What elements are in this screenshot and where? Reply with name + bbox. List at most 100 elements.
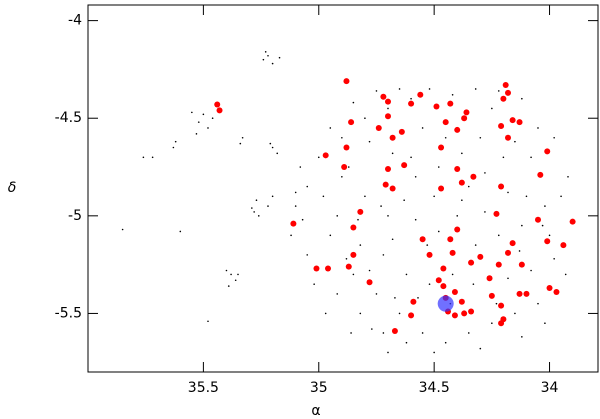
point	[468, 259, 475, 266]
point	[497, 90, 500, 92]
point	[516, 119, 523, 126]
point	[301, 218, 304, 221]
point	[410, 156, 412, 159]
point	[387, 107, 389, 110]
point	[442, 119, 449, 126]
point	[438, 144, 445, 151]
point	[262, 58, 265, 61]
point	[440, 265, 447, 272]
point	[385, 98, 391, 105]
point	[345, 257, 348, 260]
point	[348, 119, 355, 126]
point	[474, 88, 477, 90]
point	[391, 328, 398, 335]
point	[382, 254, 385, 256]
point	[380, 93, 387, 100]
point	[151, 156, 154, 159]
point	[569, 218, 576, 225]
point	[227, 285, 230, 287]
point	[498, 320, 505, 327]
point	[444, 136, 447, 139]
point	[451, 288, 458, 295]
point	[428, 283, 431, 285]
point	[537, 171, 544, 178]
point	[451, 93, 454, 96]
point	[553, 288, 560, 295]
point	[306, 254, 309, 256]
point	[486, 275, 493, 282]
point	[461, 310, 468, 317]
point	[488, 292, 495, 299]
point	[347, 166, 350, 168]
point	[426, 244, 429, 246]
point	[467, 185, 470, 188]
x-tick-label: 34.5	[419, 380, 450, 396]
point	[357, 218, 359, 221]
point	[461, 199, 463, 202]
point	[294, 205, 297, 207]
point	[322, 152, 329, 159]
point	[525, 195, 528, 198]
x-tick-label: 35	[310, 380, 328, 396]
point	[505, 249, 511, 256]
point	[121, 228, 124, 231]
point	[207, 127, 209, 129]
point	[174, 140, 177, 143]
point	[306, 185, 309, 188]
point	[433, 351, 435, 354]
point	[345, 263, 352, 270]
point	[350, 224, 357, 231]
point	[336, 215, 339, 217]
point	[514, 140, 516, 143]
point	[502, 82, 509, 89]
point	[456, 215, 459, 217]
point	[498, 123, 505, 130]
point	[343, 78, 350, 85]
point	[419, 236, 426, 243]
point	[410, 97, 412, 100]
point	[359, 244, 362, 246]
point	[546, 285, 553, 292]
point	[267, 54, 269, 57]
point	[451, 312, 458, 319]
point	[438, 185, 445, 192]
point	[408, 100, 415, 107]
point	[389, 185, 396, 192]
point	[564, 273, 567, 276]
point	[352, 273, 355, 276]
point	[398, 128, 405, 135]
point	[352, 101, 355, 104]
point	[251, 207, 253, 209]
point	[264, 51, 267, 53]
point	[477, 253, 484, 260]
point	[479, 136, 482, 139]
point	[491, 322, 493, 324]
point	[179, 230, 182, 233]
point	[368, 140, 371, 143]
point	[518, 250, 521, 252]
point	[544, 238, 551, 245]
point	[437, 166, 440, 168]
point	[544, 205, 546, 207]
point	[269, 142, 272, 145]
point	[414, 218, 417, 221]
point	[343, 144, 350, 151]
point	[451, 273, 454, 276]
point	[518, 261, 525, 268]
point	[405, 341, 408, 344]
point	[257, 215, 260, 217]
point	[322, 195, 325, 198]
point	[267, 205, 269, 207]
point	[172, 146, 175, 149]
point	[530, 156, 532, 159]
point	[516, 290, 523, 297]
point	[387, 351, 389, 354]
y-tick-label: -5	[68, 208, 82, 224]
point	[368, 269, 371, 272]
point	[364, 195, 366, 198]
point	[271, 62, 274, 65]
point	[463, 109, 470, 116]
point	[364, 117, 366, 120]
point	[197, 121, 200, 123]
